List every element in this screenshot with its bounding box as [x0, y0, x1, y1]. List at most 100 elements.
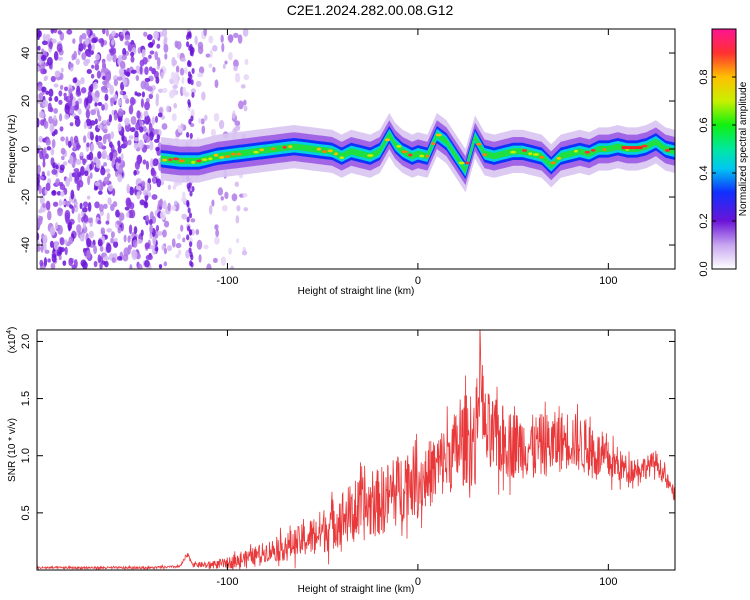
- noise-speckle: [103, 203, 108, 210]
- noise-speckle: [131, 250, 138, 260]
- noise-speckle: [89, 172, 93, 180]
- noise-speckle: [127, 139, 132, 146]
- noise-speckle: [187, 225, 191, 232]
- noise-speckle: [189, 190, 193, 197]
- noise-speckle: [76, 142, 81, 151]
- noise-speckle: [212, 257, 218, 263]
- colorbar-ticks: 0.0 0.2 0.4 0.6 0.8: [698, 69, 736, 277]
- noise-speckle: [152, 236, 157, 247]
- ridge-hotspots: [162, 133, 670, 165]
- noise-speckle: [123, 139, 128, 148]
- noise-speckle: [53, 107, 58, 114]
- noise-speckle: [72, 77, 78, 84]
- noise-speckle: [158, 264, 163, 269]
- noise-speckle: [144, 114, 151, 125]
- ridge-hotspot: [401, 150, 408, 154]
- noise-speckle: [163, 261, 168, 267]
- noise-speckle: [109, 84, 114, 95]
- noise-speckle: [177, 127, 183, 133]
- noise-speckle: [189, 122, 195, 128]
- noise-speckle: [53, 83, 59, 88]
- noise-speckle: [243, 105, 248, 112]
- noise-speckle: [135, 74, 140, 82]
- noise-speckle: [198, 118, 202, 124]
- noise-speckle: [49, 240, 54, 248]
- noise-speckle: [37, 177, 40, 186]
- noise-speckle: [43, 257, 48, 267]
- ridge-hotspot: [458, 161, 465, 165]
- noise-speckle: [190, 115, 194, 122]
- noise-speckle: [111, 257, 116, 263]
- noise-speckle: [94, 181, 101, 187]
- noise-speckle: [93, 245, 98, 255]
- noise-speckle: [42, 99, 49, 108]
- noise-speckle: [86, 142, 90, 148]
- noise-speckle: [233, 59, 239, 68]
- noise-speckle: [208, 205, 213, 215]
- noise-speckle: [91, 43, 95, 51]
- noise-speckle: [58, 181, 64, 187]
- noise-speckle: [103, 162, 107, 167]
- noise-speckle: [122, 253, 129, 262]
- noise-speckle: [146, 183, 151, 193]
- noise-speckle: [103, 102, 109, 111]
- noise-speckle: [90, 143, 95, 152]
- noise-speckle: [110, 203, 115, 212]
- noise-speckle: [37, 51, 42, 61]
- noise-speckle: [100, 230, 106, 235]
- noise-speckle: [137, 47, 141, 54]
- noise-speckle: [39, 175, 45, 180]
- noise-speckle: [188, 181, 192, 188]
- noise-speckle: [210, 128, 216, 137]
- noise-speckle: [112, 54, 117, 63]
- noise-speckle: [180, 224, 184, 232]
- noise-speckle: [136, 92, 142, 97]
- noise-speckle: [215, 228, 219, 238]
- noise-speckle: [147, 86, 153, 92]
- noise-speckle: [190, 79, 194, 86]
- noise-speckle: [60, 191, 65, 197]
- noise-speckle: [65, 177, 71, 187]
- noise-speckle: [126, 183, 131, 194]
- noise-speckle: [112, 240, 119, 248]
- ridge-hotspot: [465, 161, 470, 165]
- noise-speckle: [51, 38, 57, 44]
- snr-frame: [36, 329, 676, 571]
- noise-speckle: [106, 212, 110, 222]
- noise-speckle: [142, 159, 147, 165]
- noise-speckle: [86, 154, 91, 161]
- noise-speckle: [132, 239, 138, 248]
- noise-speckle: [68, 155, 74, 165]
- noise-speckle: [182, 86, 187, 96]
- noise-speckle: [157, 231, 163, 236]
- noise-speckle: [63, 239, 68, 245]
- noise-speckle: [182, 191, 186, 199]
- noise-speckle: [119, 60, 126, 69]
- noise-speckle: [91, 37, 98, 44]
- noise-speckle: [98, 190, 103, 195]
- noise-speckle: [106, 154, 110, 161]
- noise-speckle: [138, 139, 144, 150]
- noise-speckle: [113, 237, 118, 242]
- noise-speckle: [117, 145, 122, 154]
- noise-speckle: [147, 191, 152, 198]
- noise-speckle: [51, 190, 56, 195]
- noise-speckle: [129, 263, 133, 269]
- noise-speckle: [187, 207, 191, 214]
- ridge-hotspot: [556, 156, 562, 160]
- noise-speckle: [103, 256, 110, 261]
- noise-speckle: [189, 260, 193, 267]
- noise-speckle: [108, 151, 113, 161]
- noise-speckle: [191, 91, 195, 98]
- noise-speckle: [237, 34, 243, 44]
- noise-speckle: [201, 125, 206, 135]
- noise-speckle: [80, 87, 87, 94]
- ridge-hotspot: [201, 158, 208, 162]
- noise-speckle: [204, 114, 208, 121]
- noise-speckle: [105, 29, 109, 37]
- noise-speckle: [185, 41, 190, 48]
- noise-speckle: [77, 108, 82, 115]
- noise-speckle: [234, 181, 240, 187]
- noise-speckle: [224, 191, 229, 200]
- noise-speckle: [195, 228, 200, 236]
